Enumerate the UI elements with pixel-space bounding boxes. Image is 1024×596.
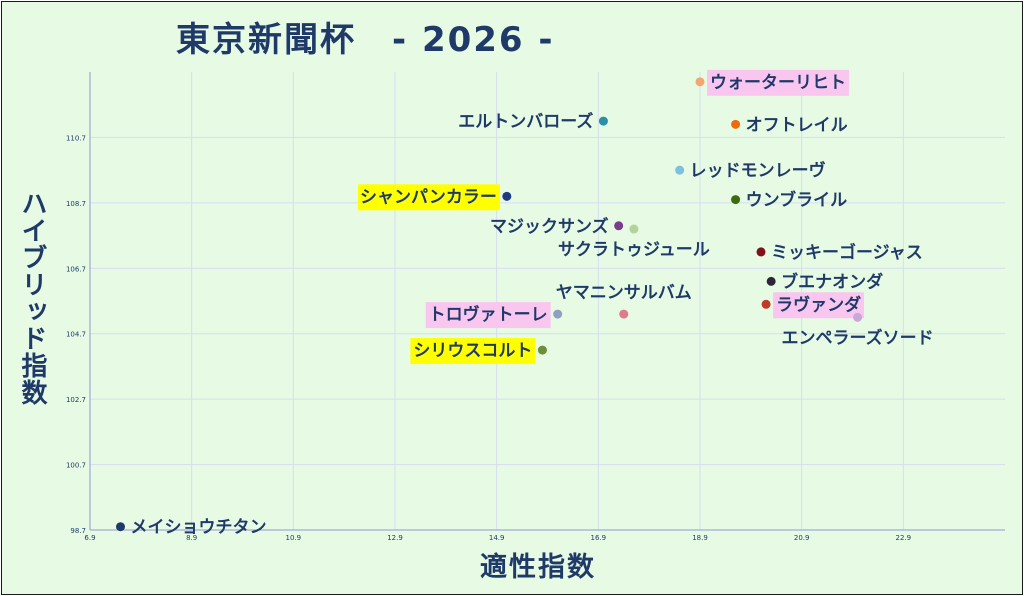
label-highlight [773,292,865,319]
data-point [756,247,766,257]
chart-title: 東京新聞杯 - 2026 - [176,20,555,60]
y-tick-label: 104.7 [66,331,86,339]
point-label: マジックサンズ [490,216,609,237]
x-tick-label: 14.9 [489,534,505,542]
point-label: ヤマニンサルバム [556,283,692,303]
data-point [614,221,624,231]
y-axis-label: ハイブリッド指数 [17,190,47,406]
x-tick-label: 8.9 [186,534,197,542]
data-point [853,312,863,322]
x-tick-label: 18.9 [692,534,708,542]
data-point [537,345,547,355]
y-tick-label: 106.7 [66,265,86,273]
point-label: エルトンバローズ [458,111,593,132]
label-highlight [425,302,551,329]
data-point [675,165,685,175]
data-point [598,116,608,126]
x-tick-label: 16.9 [591,534,607,542]
y-tick-label: 102.7 [66,396,86,404]
point-label: シリウスコルト [413,341,532,361]
point-label: オフトレイル [746,115,848,135]
point-label: ラヴァンダ [776,294,861,315]
x-tick-label: 12.9 [387,534,403,542]
data-point [695,77,705,87]
x-axis-label: 適性指数 [480,552,596,583]
x-tick-label: 22.9 [896,534,912,542]
data-point [731,119,741,129]
data-point [731,195,741,205]
point-label: サクラトゥジュール [558,240,710,260]
point-label: ウンブライル [746,190,848,211]
data-point [619,309,629,319]
data-point [116,522,125,532]
data-point [629,224,639,234]
point-label: ウォーターリヒト [710,73,846,93]
y-tick-label: 110.7 [66,134,86,142]
point-label: メイショウチタン [131,518,267,538]
point-label: ミッキーゴージャス [771,242,923,263]
data-point [761,299,771,309]
y-tick-label: 108.7 [66,200,86,208]
point-label: ブエナオンダ [781,271,883,292]
label-highlight [410,338,536,365]
label-highlight [707,69,849,96]
y-tick-label: 100.7 [66,462,86,470]
x-tick-label: 6.9 [84,534,95,542]
data-point [553,309,563,319]
data-point [766,276,776,286]
data-point [502,191,512,201]
x-tick-label: 20.9 [794,534,810,542]
label-highlight [357,184,500,211]
point-label: エンペラーズソード [782,327,934,348]
x-tick-label: 10.9 [286,534,302,542]
point-label: トロヴァトーレ [429,304,548,325]
point-label: レッドモンレーヴ [690,160,826,181]
point-label: シャンパンカラー [360,187,497,207]
y-tick-label: 98.7 [70,527,86,535]
